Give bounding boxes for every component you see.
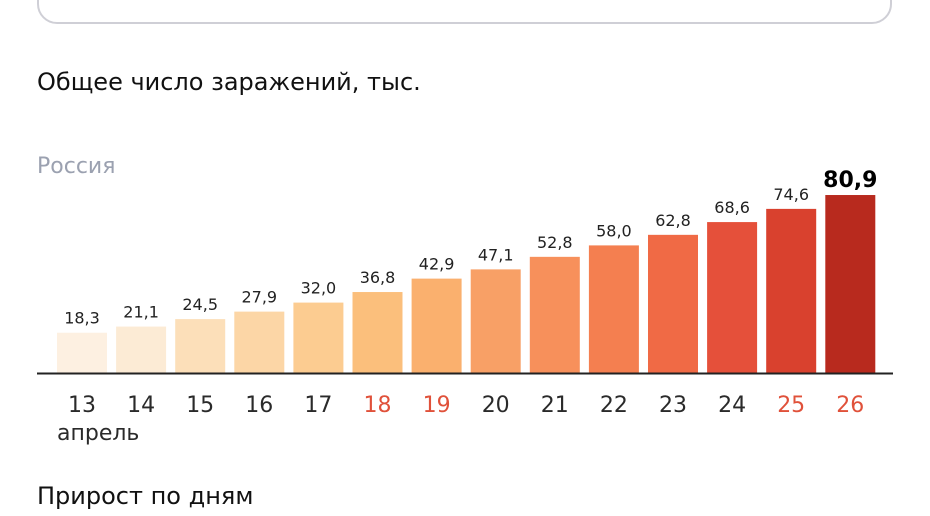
- value-label-18: 36,8: [360, 268, 396, 287]
- value-label-23: 62,8: [655, 211, 691, 230]
- value-label-22: 58,0: [596, 221, 632, 240]
- bar-16: [234, 311, 285, 373]
- value-label-26: 80,9: [823, 168, 877, 193]
- value-label-20: 47,1: [478, 245, 514, 264]
- bar-22: [588, 245, 639, 373]
- next-section-title: Прирост по дням: [37, 482, 254, 510]
- bar-chart: 18,3 13 21,1 14 24,5 15 27,9 16 32,0 17 36,8 18 42,9…: [37, 168, 893, 446]
- bar-14: [116, 326, 167, 373]
- region-label: Россия: [37, 154, 116, 179]
- x-tick-label-20: 20: [482, 393, 510, 418]
- x-tick-label-16: 16: [245, 393, 273, 418]
- x-tick-label-18: 18: [364, 393, 392, 418]
- x-tick-label-23: 23: [659, 393, 687, 418]
- x-tick-label-22: 22: [600, 393, 628, 418]
- x-tick-label-26: 26: [836, 393, 864, 418]
- value-label-19: 42,9: [419, 255, 455, 274]
- x-tick-label-21: 21: [541, 393, 569, 418]
- chart-title: Общее число заражений, тыс.: [37, 68, 421, 96]
- bar-13: [57, 332, 107, 373]
- bar-17: [293, 302, 344, 373]
- bar-24: [707, 222, 758, 373]
- x-tick-label-17: 17: [304, 393, 332, 418]
- bar-15: [175, 319, 226, 373]
- bar-25: [766, 208, 817, 373]
- x-tick-label-25: 25: [777, 393, 805, 418]
- bar-21: [529, 256, 580, 373]
- x-tick-label-14: 14: [127, 393, 155, 418]
- bar-18: [352, 292, 403, 373]
- top-card: [37, 0, 892, 24]
- value-label-16: 27,9: [241, 288, 277, 307]
- x-tick-label-24: 24: [718, 393, 746, 418]
- x-tick-label-13: 13: [68, 393, 96, 418]
- bar-26: [825, 195, 876, 373]
- value-label-25: 74,6: [773, 185, 809, 204]
- value-label-14: 21,1: [123, 303, 159, 322]
- x-tick-label-19: 19: [423, 393, 451, 418]
- bar-20: [470, 269, 521, 373]
- x-tick-label-15: 15: [186, 393, 214, 418]
- value-label-13: 18,3: [64, 309, 100, 328]
- value-label-15: 24,5: [182, 295, 218, 314]
- bar-23: [648, 234, 698, 373]
- bar-19: [411, 278, 462, 373]
- value-label-21: 52,8: [537, 233, 573, 252]
- month-label: апрель: [57, 421, 139, 446]
- value-label-17: 32,0: [301, 279, 337, 298]
- value-label-24: 68,6: [714, 198, 750, 217]
